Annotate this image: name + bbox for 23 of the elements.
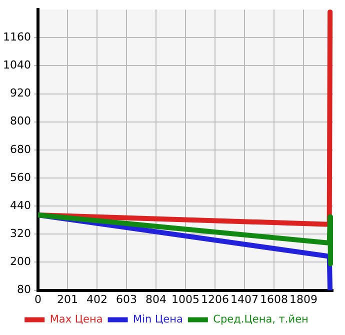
legend-label: Min Цена xyxy=(133,313,183,326)
x-tick-label: 804 xyxy=(145,292,166,306)
x-tick-label: 1809 xyxy=(290,292,318,306)
x-tick-label: 1206 xyxy=(201,292,229,306)
y-tick-label: 800 xyxy=(10,114,31,128)
legend-label: Max Цена xyxy=(50,313,103,326)
y-tick-label: 1040 xyxy=(2,58,31,72)
x-tick-label: 201 xyxy=(56,292,78,306)
y-tick-label: 320 xyxy=(10,227,31,240)
x-tick-label: 603 xyxy=(116,292,137,306)
legend-label: Сред.Цена, т.йен xyxy=(213,313,308,326)
y-tick-label: 680 xyxy=(10,142,31,156)
x-tick-label: 1608 xyxy=(260,292,288,306)
x-tick-label: 402 xyxy=(86,292,108,306)
x-tick-label: 1407 xyxy=(230,292,258,306)
y-tick-label: 560 xyxy=(10,170,31,184)
y-tick-label: 440 xyxy=(10,198,31,212)
x-tick-label: 0 xyxy=(34,292,42,306)
y-tick-label: 200 xyxy=(10,255,31,268)
y-tick-label: 920 xyxy=(10,86,31,100)
x-tick-label: 1005 xyxy=(171,292,200,306)
y-tick-label: 1160 xyxy=(2,30,31,44)
y-tick-label: 80 xyxy=(16,283,31,296)
